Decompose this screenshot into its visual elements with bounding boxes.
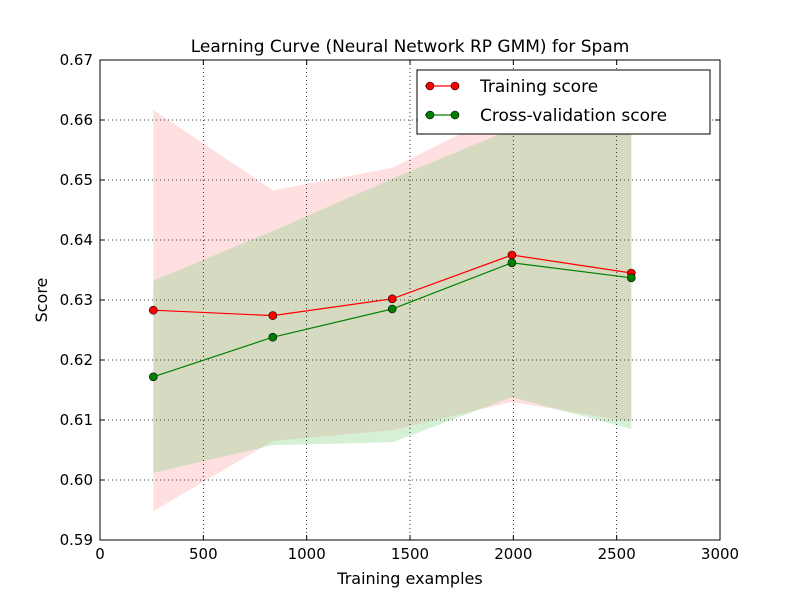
legend-swatch-marker-cv	[450, 110, 460, 120]
chart-title: Learning Curve (Neural Network RP GMM) f…	[191, 37, 630, 57]
data-point-training	[268, 311, 278, 320]
x-tick-label: 500	[189, 545, 218, 563]
legend-label-training: Training score	[479, 77, 598, 97]
x-tick-label: 1500	[391, 545, 429, 563]
legend-label-cv: Cross-validation score	[480, 106, 667, 126]
x-tick-label: 2000	[494, 545, 532, 563]
series-markers	[149, 250, 636, 382]
x-tick-label: 3000	[701, 545, 739, 563]
y-axis-label: Score	[32, 278, 51, 323]
data-point-training	[387, 294, 397, 304]
y-tick-label: 0.63	[60, 291, 93, 309]
y-tick-label: 0.59	[60, 531, 93, 549]
axis-tick-labels: 0 500 1000 1500 2000 2500 3000 0.59 0.60 0.61 0.62…	[60, 51, 740, 563]
y-tick-label: 0.64	[60, 231, 93, 249]
x-axis-label: Training examples	[336, 569, 482, 588]
y-tick-label: 0.61	[60, 411, 93, 429]
x-tick-label: 1000	[288, 545, 326, 563]
data-point-cv	[507, 258, 517, 268]
data-point-training	[507, 250, 517, 260]
legend-swatch-marker-cv	[425, 110, 435, 120]
y-tick-label: 0.60	[60, 471, 93, 489]
data-point-training	[149, 305, 158, 315]
axis-ticks	[99, 59, 721, 541]
x-tick-label: 0	[95, 545, 105, 563]
legend: Training score Cross-validation score	[416, 69, 711, 135]
data-point-cv	[149, 372, 158, 382]
legend-box	[416, 69, 711, 135]
y-tick-label: 0.62	[60, 351, 93, 369]
y-tick-label: 0.67	[60, 51, 93, 69]
y-tick-label: 0.66	[60, 111, 93, 129]
x-tick-label: 2500	[598, 545, 636, 563]
legend-swatch-marker-training	[450, 81, 460, 91]
data-point-cv	[626, 273, 636, 283]
data-point-cv	[387, 304, 397, 314]
y-tick-label: 0.65	[60, 171, 93, 189]
data-point-cv	[268, 332, 278, 342]
legend-swatch-marker-training	[425, 81, 435, 91]
